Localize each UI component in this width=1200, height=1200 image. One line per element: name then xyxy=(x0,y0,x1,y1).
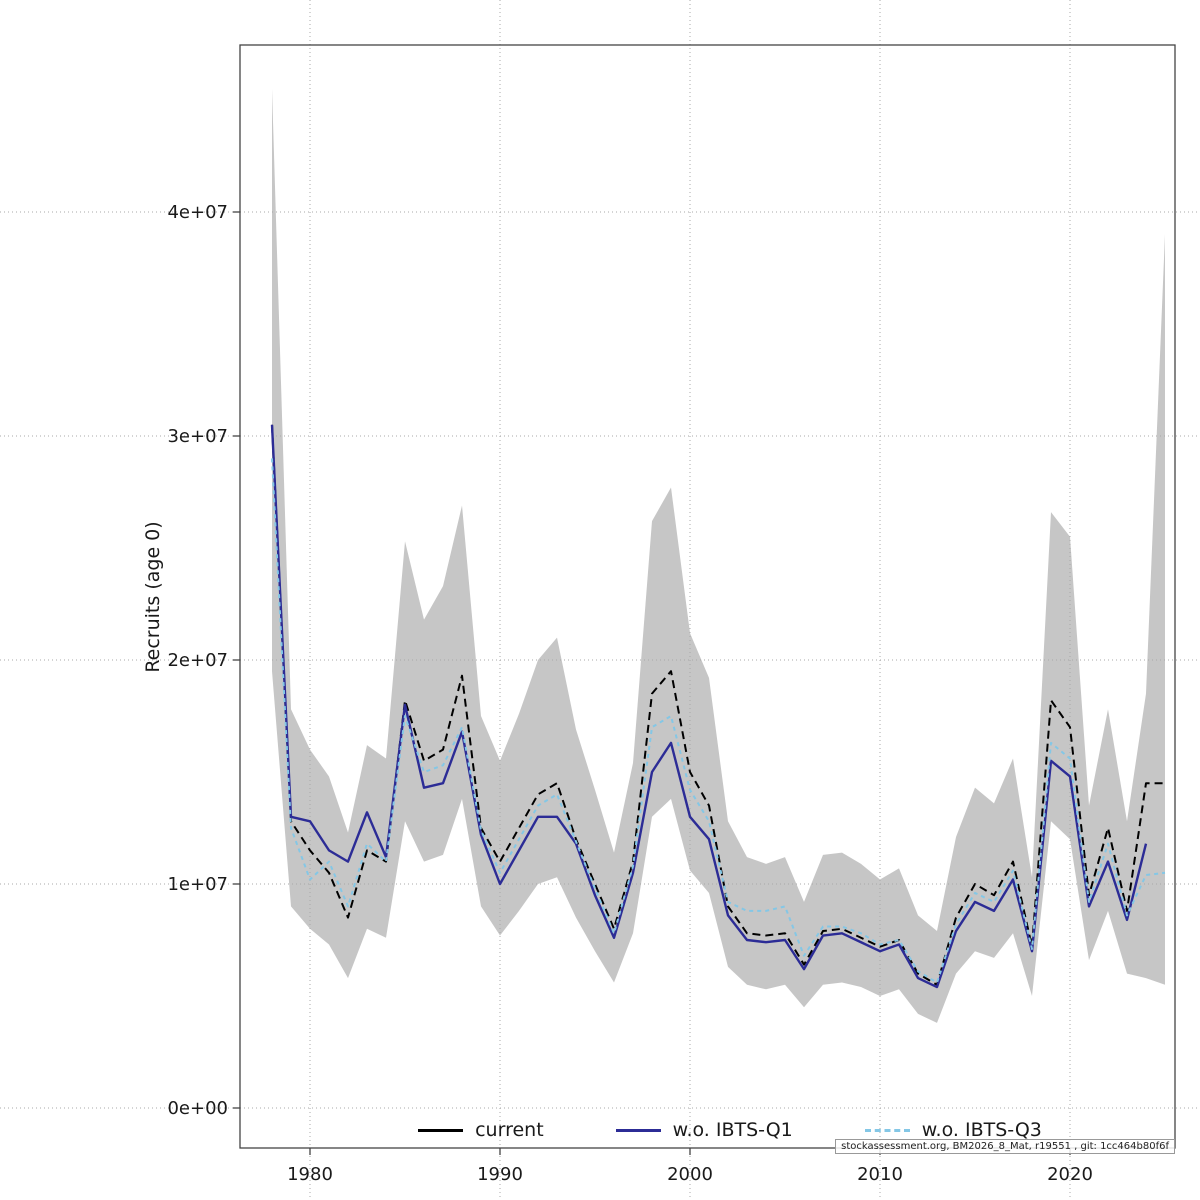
y-tick-label: 2e+07 xyxy=(167,650,228,671)
series-line-2 xyxy=(271,458,1166,984)
legend-item-wo-ibts-q1: w.o. IBTS-Q1 xyxy=(615,1119,793,1141)
y-tick-label: 3e+07 xyxy=(167,426,228,447)
x-tick-label: 1980 xyxy=(287,1164,333,1185)
legend-line-sample-wo-ibts-q1 xyxy=(615,1128,661,1132)
x-tick-label: 2010 xyxy=(857,1164,903,1185)
y-tick-label: 0e+00 xyxy=(167,1098,228,1119)
legend-item-wo-ibts-q3: w.o. IBTS-Q3 xyxy=(864,1119,1042,1141)
x-tick-label: 2000 xyxy=(667,1164,713,1185)
x-tick-label: 2020 xyxy=(1047,1164,1093,1185)
legend-line-sample-current xyxy=(418,1128,464,1132)
legend-label-wo-ibts-q3: w.o. IBTS-Q3 xyxy=(921,1119,1042,1141)
legend-item-current: current xyxy=(418,1119,544,1141)
legend-label-wo-ibts-q1: w.o. IBTS-Q1 xyxy=(672,1119,793,1141)
plot-border xyxy=(239,44,1176,1149)
legend-line-sample-wo-ibts-q3 xyxy=(864,1128,910,1132)
watermark-text: stockassessment.org, BM2026_8_Mat, r1955… xyxy=(835,1139,1175,1154)
series-line-1 xyxy=(270,424,1148,989)
legend-label-current: current xyxy=(475,1119,544,1141)
series-line-0 xyxy=(271,424,1165,986)
y-tick-label: 1e+07 xyxy=(167,874,228,895)
legend: current w.o. IBTS-Q1 w.o. IBTS-Q3 xyxy=(290,1117,1170,1143)
x-tick-label: 1990 xyxy=(477,1164,523,1185)
y-axis-title: Recruits (age 0) xyxy=(142,521,164,673)
y-tick-label: 4e+07 xyxy=(167,202,228,223)
confidence-band xyxy=(272,88,1165,1023)
